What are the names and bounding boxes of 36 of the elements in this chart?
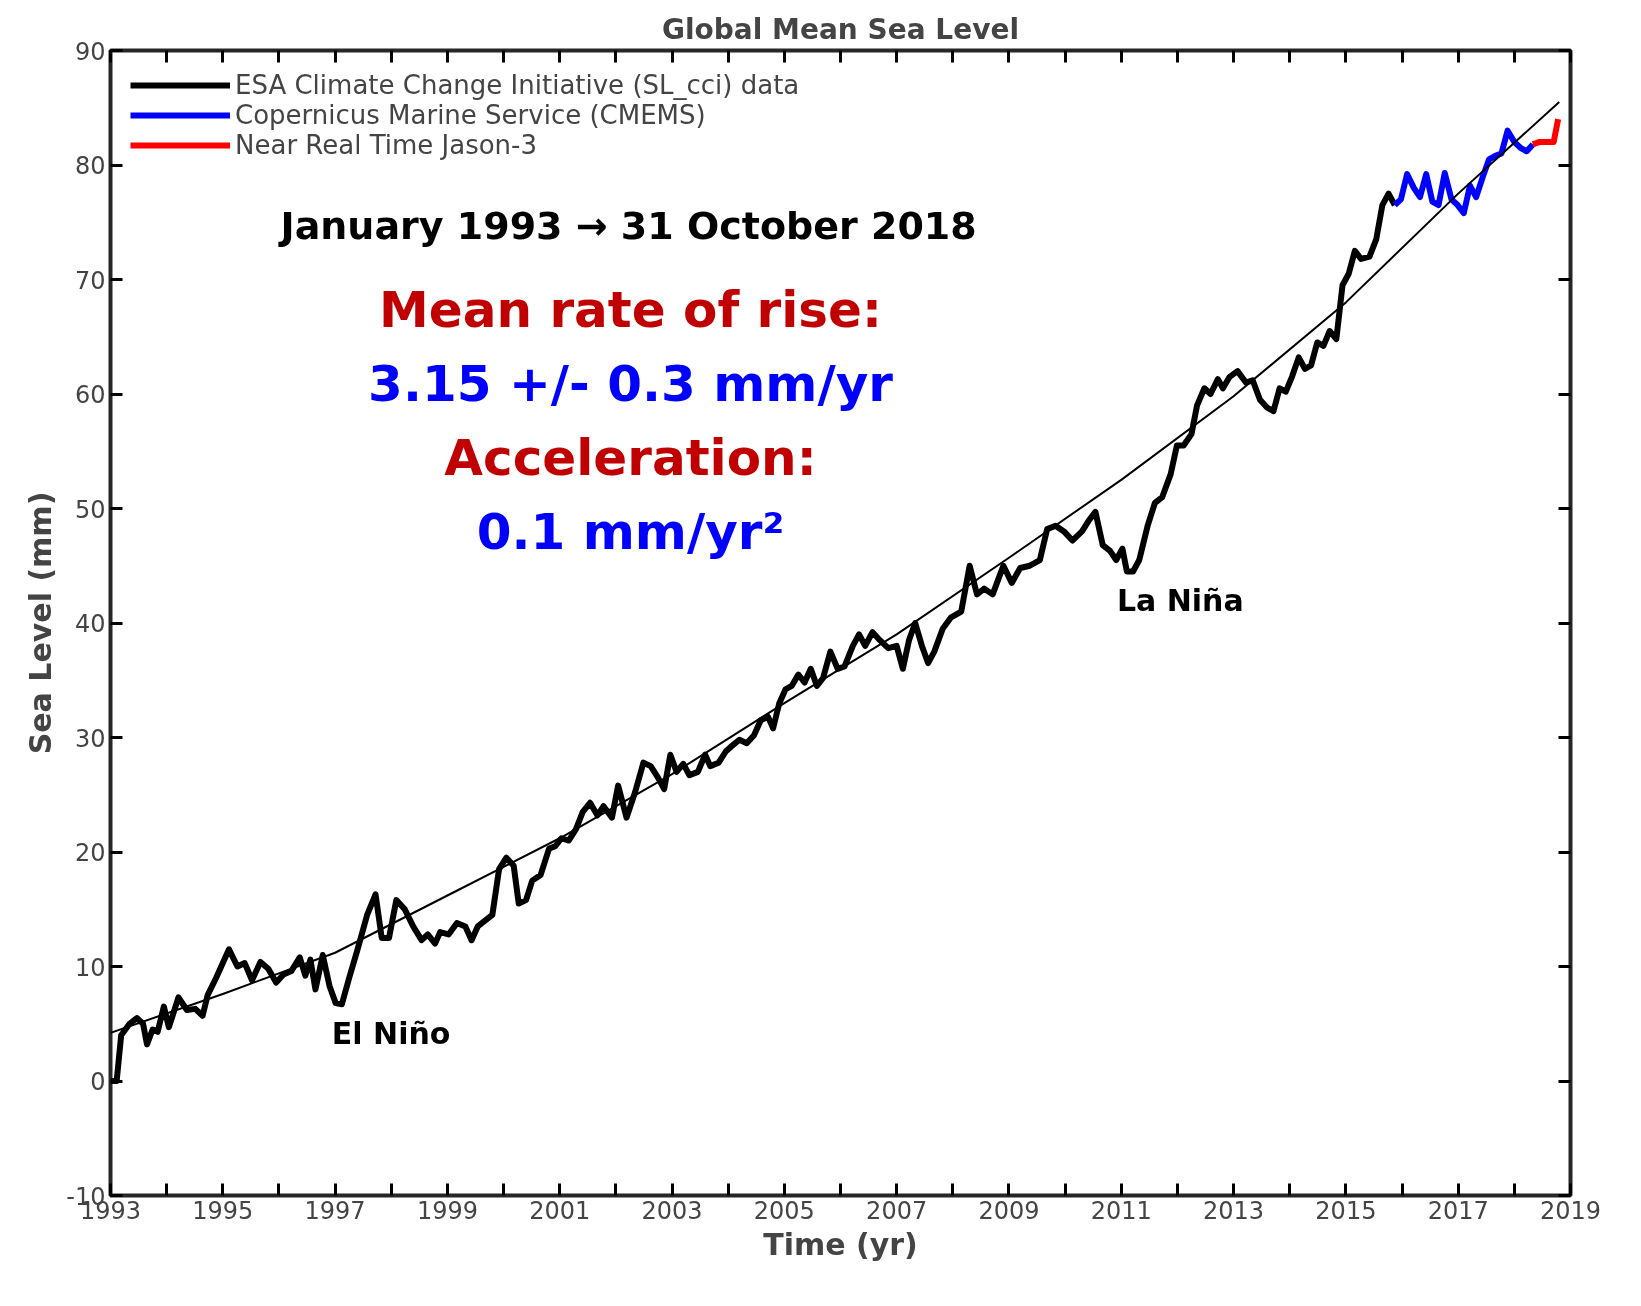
y-tick-label: 50 [74, 495, 106, 524]
x-tick-label: 1995 [192, 1196, 254, 1225]
x-axis-title: Time (yr) [763, 1226, 918, 1262]
y-tick-label: 20 [74, 839, 106, 867]
y-tick-label: 80 [74, 152, 106, 180]
y-tick-label: 60 [74, 381, 106, 409]
y-axis-title: Sea Level (mm) [23, 491, 59, 755]
x-tick-label: 2003 [641, 1196, 703, 1225]
annotation: La Niña [1116, 583, 1244, 619]
y-tick-label: 40 [74, 610, 106, 638]
chart-title: Global Mean Sea Level [662, 12, 1019, 46]
y-tick-label: 70 [74, 266, 106, 295]
annotation: January 1993 → 31 October 2018 [277, 203, 977, 248]
x-tick-label: 2011 [1090, 1196, 1152, 1225]
legend-label: Copernicus Marine Service (CMEMS) [235, 100, 706, 130]
y-tick-label: 10 [74, 953, 106, 982]
x-tick-label: 1999 [416, 1196, 478, 1225]
legend-label: ESA Climate Change Initiative (SL_cci) data [235, 70, 800, 100]
y-tick-label: 90 [74, 37, 106, 66]
annotation: Mean rate of rise: [379, 280, 883, 339]
x-tick-label: 1997 [304, 1196, 366, 1225]
y-tick-label: 0 [90, 1068, 106, 1096]
x-tick-label: 2001 [529, 1196, 591, 1225]
annotation: El Niño [331, 1016, 451, 1052]
legend-label: Near Real Time Jason-3 [235, 130, 537, 160]
y-tick-label: 30 [74, 724, 106, 753]
annotation: 3.15 +/- 0.3 mm/yr [368, 354, 894, 413]
x-tick-label: 2019 [1539, 1196, 1602, 1225]
annotation: 0.1 mm/yr² [476, 502, 785, 561]
x-tick-label: 2009 [978, 1196, 1040, 1225]
x-tick-label: 2005 [753, 1196, 815, 1225]
annotation: Acceleration: [444, 428, 817, 487]
x-tick-label: 2017 [1427, 1196, 1489, 1225]
x-tick-label: 2013 [1203, 1196, 1265, 1225]
x-tick-label: 2007 [866, 1196, 928, 1225]
x-tick-label: 2015 [1315, 1196, 1377, 1225]
